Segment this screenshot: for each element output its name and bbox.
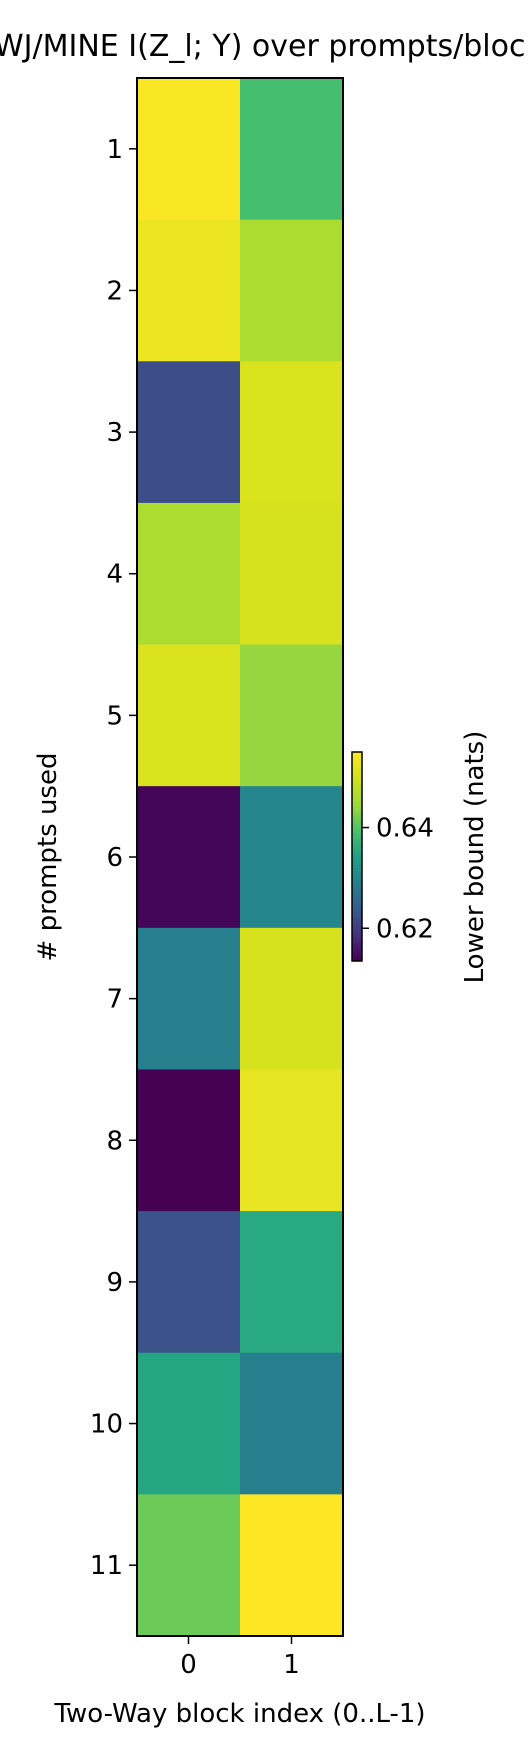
colorbar-tick-label: 0.64 bbox=[376, 814, 434, 844]
heatmap-cell bbox=[240, 1211, 344, 1354]
heatmap-cell bbox=[240, 927, 344, 1071]
y-tick-label: 3 bbox=[106, 418, 123, 448]
heatmap-cell bbox=[240, 786, 344, 929]
heatmap-cell bbox=[137, 927, 241, 1071]
heatmap-cell bbox=[240, 1352, 344, 1495]
heatmap-cell bbox=[137, 1352, 241, 1495]
heatmap-cell bbox=[137, 1069, 241, 1212]
y-tick-label: 7 bbox=[106, 985, 123, 1015]
heatmap-cell bbox=[240, 78, 344, 221]
heatmap-cell bbox=[240, 361, 344, 504]
heatmap-cell bbox=[240, 502, 344, 646]
y-tick-label: 10 bbox=[90, 1410, 123, 1440]
heatmap-cell bbox=[137, 502, 241, 646]
y-axis-ticks: 1 2 3 4 5 6 7 8 9 10 11 bbox=[90, 135, 137, 1581]
heatmap-cell bbox=[137, 361, 241, 504]
colorbar-tick-label: 0.62 bbox=[376, 914, 434, 944]
heatmap-cells bbox=[137, 78, 344, 1637]
y-tick-label: 1 bbox=[106, 135, 123, 165]
heatmap-cell bbox=[240, 1494, 344, 1637]
heatmap-cell bbox=[137, 1494, 241, 1637]
y-tick-label: 11 bbox=[90, 1551, 123, 1581]
x-axis-label: Two-Way block index (0..L-1) bbox=[53, 1699, 425, 1729]
x-tick-label: 1 bbox=[283, 1650, 300, 1680]
y-tick-label: 6 bbox=[106, 843, 123, 873]
y-tick-label: 5 bbox=[106, 701, 123, 731]
heatmap-cell bbox=[137, 786, 241, 929]
heatmap-cell bbox=[137, 219, 241, 362]
y-tick-label: 8 bbox=[106, 1126, 123, 1156]
heatmap-cell bbox=[240, 1069, 344, 1212]
heatmap-cell bbox=[137, 1211, 241, 1354]
y-axis-label: # prompts used bbox=[33, 753, 63, 962]
y-tick-label: 4 bbox=[106, 560, 123, 590]
x-tick-label: 0 bbox=[180, 1650, 197, 1680]
chart-title: NWJ/MINE I(Z_l; Y) over prompts/blocks bbox=[0, 29, 528, 64]
heatmap-cell bbox=[137, 644, 241, 787]
y-tick-label: 2 bbox=[106, 276, 123, 306]
y-tick-label: 9 bbox=[106, 1268, 123, 1298]
heatmap-cell bbox=[240, 644, 344, 787]
colorbar bbox=[351, 751, 363, 962]
colorbar-label: Lower bound (nats) bbox=[460, 731, 490, 984]
heatmap-cell bbox=[137, 78, 241, 221]
heatmap-cell bbox=[240, 219, 344, 362]
colorbar-ticks: 0.62 0.64 bbox=[362, 814, 434, 944]
